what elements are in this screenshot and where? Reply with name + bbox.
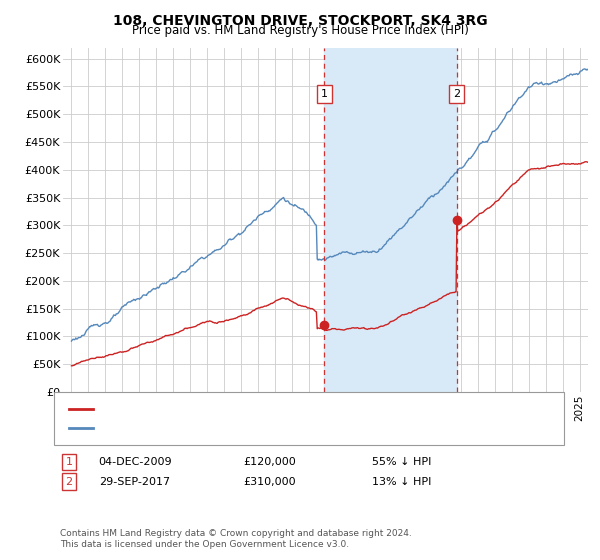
Text: 55% ↓ HPI: 55% ↓ HPI <box>373 457 431 467</box>
Text: £120,000: £120,000 <box>244 457 296 467</box>
Text: 1: 1 <box>65 457 73 467</box>
Text: HPI: Average price, detached house, Stockport: HPI: Average price, detached house, Stoc… <box>99 424 343 433</box>
Bar <box>324 48 457 392</box>
Text: 13% ↓ HPI: 13% ↓ HPI <box>373 477 431 487</box>
Text: £310,000: £310,000 <box>244 477 296 487</box>
Text: 1: 1 <box>320 89 328 99</box>
Text: 108, CHEVINGTON DRIVE, STOCKPORT, SK4 3RG (detached house): 108, CHEVINGTON DRIVE, STOCKPORT, SK4 3R… <box>99 405 445 415</box>
Text: Price paid vs. HM Land Registry's House Price Index (HPI): Price paid vs. HM Land Registry's House … <box>131 24 469 37</box>
Text: 2: 2 <box>65 477 73 487</box>
Text: Contains HM Land Registry data © Crown copyright and database right 2024.
This d: Contains HM Land Registry data © Crown c… <box>60 529 412 549</box>
Text: 29-SEP-2017: 29-SEP-2017 <box>100 477 170 487</box>
Text: 108, CHEVINGTON DRIVE, STOCKPORT, SK4 3RG: 108, CHEVINGTON DRIVE, STOCKPORT, SK4 3R… <box>113 14 487 28</box>
Text: 2: 2 <box>453 89 460 99</box>
Text: 04-DEC-2009: 04-DEC-2009 <box>98 457 172 467</box>
